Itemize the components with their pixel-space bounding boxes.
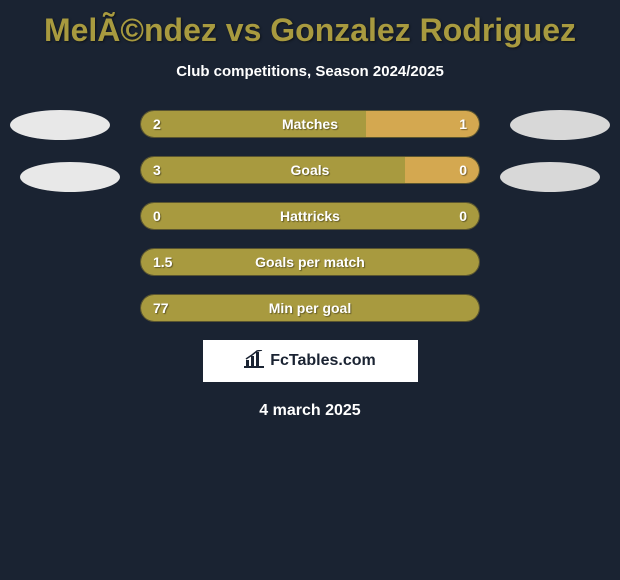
stat-label: Matches <box>282 116 338 132</box>
stat-bar-right: 1 <box>366 111 479 137</box>
stat-label: Goals <box>291 162 330 178</box>
stat-bar-right: 0 <box>405 157 479 183</box>
stat-left-value: 3 <box>153 162 161 178</box>
stat-row-min-per-goal: 77 Min per goal <box>140 294 480 322</box>
comparison-title: MelÃ©ndez vs Gonzalez Rodriguez <box>0 0 620 49</box>
player-left-ellipse-1 <box>10 110 110 140</box>
stat-bar-left: 3 <box>141 157 405 183</box>
player-left-ellipse-2 <box>20 162 120 192</box>
comparison-subtitle: Club competitions, Season 2024/2025 <box>0 63 620 80</box>
stat-label: Min per goal <box>269 300 351 316</box>
stat-left-value: 0 <box>153 208 161 224</box>
stat-row-goals: 3 0 Goals <box>140 156 480 184</box>
fctables-logo[interactable]: FcTables.com <box>203 340 418 382</box>
stat-bars-container: 2 1 Matches 3 0 Goals 0 Hattricks 0 1.5 … <box>140 110 480 322</box>
stat-right-value: 0 <box>459 162 467 178</box>
chart-area: 2 1 Matches 3 0 Goals 0 Hattricks 0 1.5 … <box>0 110 620 420</box>
stat-label: Hattricks <box>280 208 340 224</box>
player-right-ellipse-2 <box>500 162 600 192</box>
stat-row-goals-per-match: 1.5 Goals per match <box>140 248 480 276</box>
stat-right-value: 0 <box>459 208 467 224</box>
stat-left-value: 2 <box>153 116 161 132</box>
player-right-ellipse-1 <box>510 110 610 140</box>
chart-icon <box>244 350 264 373</box>
stat-label: Goals per match <box>255 254 365 270</box>
stat-left-value: 77 <box>153 300 169 316</box>
logo-text: FcTables.com <box>270 352 376 370</box>
date-label: 4 march 2025 <box>0 402 620 420</box>
stat-row-hattricks: 0 Hattricks 0 <box>140 202 480 230</box>
stat-left-value: 1.5 <box>153 254 172 270</box>
stat-row-matches: 2 1 Matches <box>140 110 480 138</box>
stat-right-value: 1 <box>459 116 467 132</box>
